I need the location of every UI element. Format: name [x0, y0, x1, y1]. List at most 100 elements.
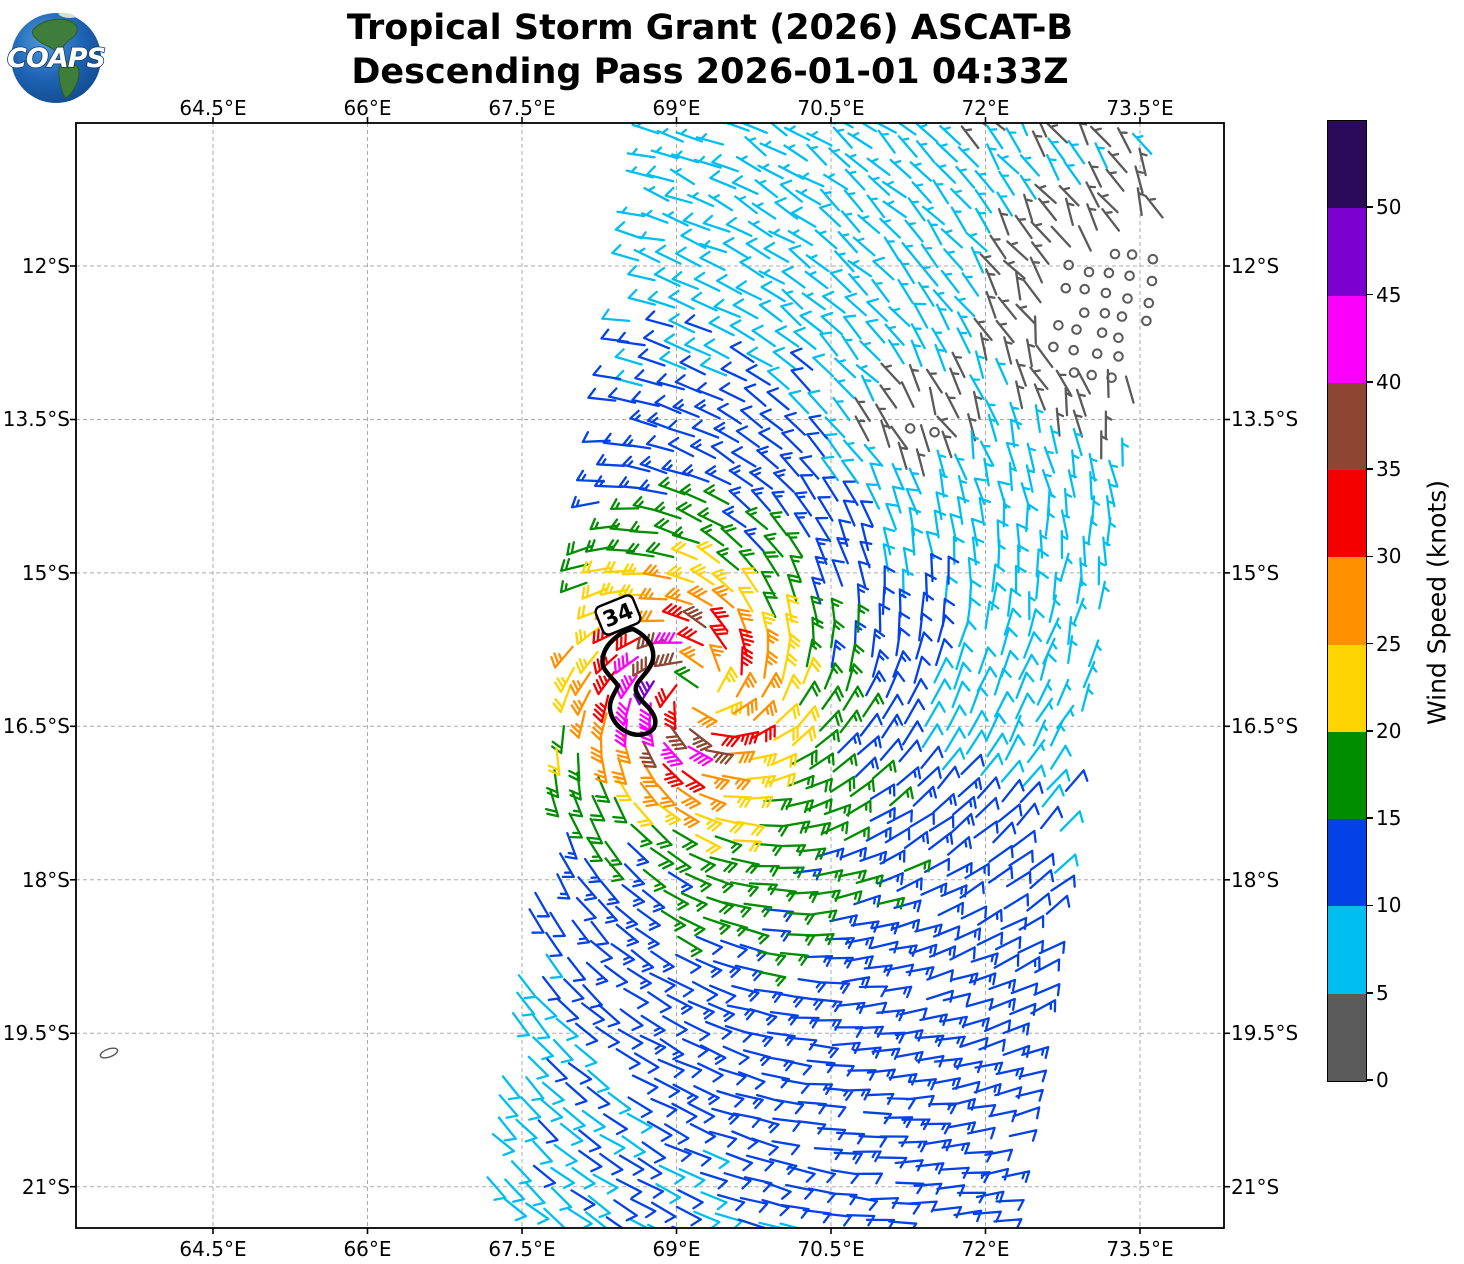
calm-wind-circle [1147, 253, 1159, 265]
wind-barbs-speed-class [592, 603, 776, 793]
calm-wind-circle [1113, 351, 1124, 362]
calm-wind-circle [1083, 266, 1095, 278]
y-tick-label-left: 21°S [21, 1174, 70, 1199]
y-tick-label-right: 19.5°S [1231, 1021, 1299, 1046]
calm-wind-circle [1068, 367, 1080, 378]
calm-wind-circle [1122, 293, 1133, 304]
calm-wind-circle [1096, 327, 1108, 339]
colorbar-tick-mark [1366, 991, 1373, 994]
calm-wind-circle [1146, 275, 1158, 287]
colorbar-tick-label: 5 [1376, 980, 1389, 1005]
logo-continent-south-america [58, 61, 80, 99]
contour-label-box: 34 [594, 594, 642, 636]
plot-frame-border [75, 122, 1225, 1229]
colorbar-tick-mark [1366, 468, 1373, 470]
calm-wind-circle [1100, 287, 1112, 299]
calm-wind-circle [1124, 270, 1135, 282]
colorbar-tick-mark [1366, 730, 1373, 732]
colorbar-tick-label: 30 [1376, 544, 1402, 569]
colorbar-segment [1328, 906, 1366, 994]
y-tick-label-left: 19.5°S [2, 1021, 70, 1046]
calm-wind-circle [1068, 344, 1079, 356]
calm-wind-circle [1116, 311, 1128, 322]
wind-barbs-speed-class [550, 563, 783, 829]
x-tick-label-bottom: 66°E [343, 1237, 392, 1261]
x-tick-label-top: 69°E [652, 96, 701, 120]
colorbar-tick-mark [1366, 1079, 1373, 1081]
x-tick-label-top: 66°E [343, 96, 392, 120]
calm-wind-circle [1079, 283, 1090, 295]
calm-wind-circle [1106, 372, 1117, 384]
colorbar-segment [1328, 470, 1366, 558]
y-tick-label-right: 15°S [1231, 560, 1280, 585]
calm-wind-circle [1060, 282, 1072, 294]
colorbar-tick-label: 40 [1376, 369, 1402, 394]
colorbar-segment [1328, 993, 1366, 1081]
calm-wind-circle [1099, 308, 1111, 319]
x-tick-label-top: 73.5°E [1106, 96, 1174, 120]
colorbar-segment [1328, 557, 1366, 645]
colorbar-segment [1328, 819, 1366, 907]
colorbar-tick-mark [1366, 817, 1373, 819]
calm-wind-circle [1053, 320, 1064, 331]
wind-barbs-speed-class [547, 540, 822, 855]
wind-barbs-speed-class [528, 310, 1089, 1228]
colorbar-segment [1328, 295, 1366, 383]
y-tick-label-right: 12°S [1231, 254, 1280, 278]
colorbar-segment [1328, 644, 1366, 732]
x-tick-label-bottom: 64.5°E [179, 1237, 247, 1261]
calm-wind-circle [1063, 259, 1074, 271]
y-tick-label-left: 16.5°S [2, 714, 70, 739]
wind-barbs-speed-class [486, 123, 1153, 1228]
colorbar-tick-mark [1366, 381, 1373, 383]
calm-wind-circle [1071, 324, 1082, 335]
x-tick-label-bottom: 72°E [961, 1237, 1010, 1261]
plot-title-line2: Descending Pass 2026-01-01 04:33Z [351, 52, 1069, 92]
y-tick-label-right: 21°S [1231, 1174, 1280, 1199]
colorbar-segment [1328, 121, 1366, 209]
x-tick-label-top: 64.5°E [179, 96, 247, 120]
colorbar-tick-mark [1366, 293, 1373, 296]
colorbar-tick-label: 20 [1376, 718, 1402, 743]
calm-wind-circle [1143, 297, 1155, 309]
calm-wind-circle [1113, 332, 1124, 344]
logo-text: COAPS [7, 43, 105, 74]
logo-continent-greenland [58, 13, 76, 18]
x-tick-label-bottom: 69°E [652, 1237, 701, 1261]
wind-barbs-speed-class [544, 476, 932, 987]
coaps-logo: COAPS [6, 13, 106, 103]
y-tick-label-left: 13.5°S [2, 407, 70, 432]
calm-wind-circle [1103, 267, 1115, 279]
colorbar-tick-mark [1366, 904, 1373, 907]
colorbar-tick-mark [1366, 642, 1373, 645]
x-tick-label-bottom: 67.5°E [488, 1237, 556, 1261]
colorbar [1327, 120, 1367, 1082]
colorbar-tick-mark [1366, 555, 1373, 558]
colorbar-tick-label: 45 [1376, 282, 1402, 307]
colorbar-segment [1328, 208, 1366, 296]
calm-wind-circle [1079, 307, 1090, 319]
colorbar-tick-label: 10 [1376, 893, 1402, 918]
colorbar-tick-label: 15 [1376, 806, 1402, 831]
colorbar-tick-label: 50 [1376, 195, 1402, 220]
x-tick-label-bottom: 73.5°E [1106, 1237, 1174, 1261]
plot-title-line1: Tropical Storm Grant (2026) ASCAT-B [346, 8, 1074, 48]
y-tick-label-right: 16.5°S [1231, 714, 1299, 739]
calm-wind-circle [1086, 369, 1097, 381]
y-tick-label-left: 12°S [21, 254, 70, 278]
y-tick-label-right: 18°S [1231, 867, 1280, 892]
calm-wind-circle [904, 423, 916, 434]
wind-barb-field [486, 123, 1164, 1228]
colorbar-tick-label: 25 [1376, 631, 1402, 656]
x-tick-label-top: 72°E [961, 96, 1010, 120]
y-tick-label-left: 18°S [21, 867, 70, 892]
x-tick-label-bottom: 70.5°E [797, 1237, 865, 1261]
y-tick-label-left: 15°S [21, 560, 70, 585]
calm-wind-circle [1141, 315, 1152, 327]
logo-continent-north-america [32, 18, 78, 55]
wind-barbs-speed-class [854, 123, 1164, 477]
wind-radius-contour-34kt [600, 626, 658, 738]
x-tick-label-top: 70.5°E [797, 96, 865, 120]
